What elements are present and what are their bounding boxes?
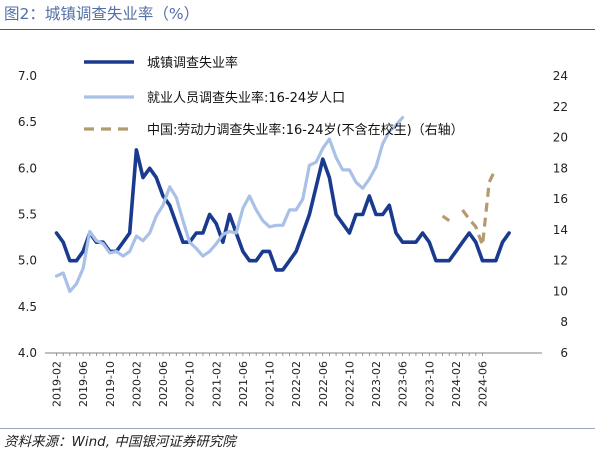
series-line-0: [54, 148, 511, 272]
y-right-tick-label: 20: [553, 131, 568, 145]
x-tick-label: 2020-06: [157, 361, 170, 407]
y-right-tick-label: 22: [553, 100, 568, 114]
x-tick-label: 2019-02: [51, 361, 64, 407]
y-left-tick-label: 4.5: [18, 300, 37, 314]
y-left-tick-label: 6.5: [18, 115, 37, 129]
y-left-tick-label: 6.0: [18, 161, 37, 175]
x-tick-label: 2022-02: [290, 361, 303, 407]
x-tick-label: 2022-06: [317, 361, 330, 407]
legend-label-0: 城镇调查失业率: [147, 55, 238, 71]
x-tick-label: 2024-06: [477, 361, 490, 407]
legend: 城镇调查失业率就业人员调查失业率:16-24岁人口中国:劳动力调查失业率:16-…: [84, 55, 464, 138]
series-line-2: [461, 167, 498, 247]
axes-layer: 4.0 4.5 5.0 5.5 6.0 6.5 7.0 6 8 10 12 14 16 18 20 22 24 2…: [18, 69, 568, 407]
y-right-tick-label: 6: [560, 346, 568, 360]
source-note: 资料来源：Wind, 中国银河证券研究院: [4, 434, 236, 450]
y-right-tick-label: 14: [553, 223, 568, 237]
x-tick-label: 2022-10: [343, 361, 356, 407]
x-tick-label: 2021-02: [210, 361, 223, 407]
x-tick-label: 2020-02: [130, 361, 143, 407]
x-tick-label: 2019-06: [77, 361, 90, 407]
legend-label-2: 中国:劳动力调查失业率:16-24岁(不含在校生)（右轴）: [147, 122, 464, 138]
line-chart: 4.0 4.5 5.0 5.5 6.0 6.5 7.0 6 8 10 12 14 16 18 20 22 24 2…: [18, 55, 568, 407]
y-left-tick-label: 4.0: [18, 346, 37, 360]
y-right-tick-label: 10: [553, 284, 568, 298]
series-layer: [54, 115, 511, 293]
x-tick-label: 2021-10: [264, 361, 277, 407]
y-left-tick-label: 7.0: [18, 69, 37, 83]
x-tick-label: 2024-02: [450, 361, 463, 407]
y-right-tick-label: 8: [560, 315, 568, 329]
y-right-tick-label: 18: [553, 161, 568, 175]
series-line-2: [441, 214, 451, 223]
y-right-tick-label: 24: [553, 69, 568, 83]
x-tick-label: 2023-06: [397, 361, 410, 407]
footer-rule: [0, 428, 595, 429]
title-rule: [0, 29, 595, 30]
x-tick-label: 2023-02: [370, 361, 383, 407]
legend-label-1: 就业人员调查失业率:16-24岁人口: [147, 90, 345, 106]
y-right-tick-label: 12: [553, 254, 568, 268]
x-tick-label: 2020-10: [184, 361, 197, 407]
series-line-1: [54, 115, 405, 293]
x-tick-label: 2021-06: [237, 361, 250, 407]
x-tick-label: 2019-10: [104, 361, 117, 407]
y-left-tick-label: 5.5: [18, 208, 37, 222]
figure-title: 图2：城镇调查失业率（%）: [4, 5, 200, 23]
y-right-tick-label: 16: [553, 192, 568, 206]
y-left-tick-label: 5.0: [18, 254, 37, 268]
x-tick-label: 2023-10: [423, 361, 436, 407]
